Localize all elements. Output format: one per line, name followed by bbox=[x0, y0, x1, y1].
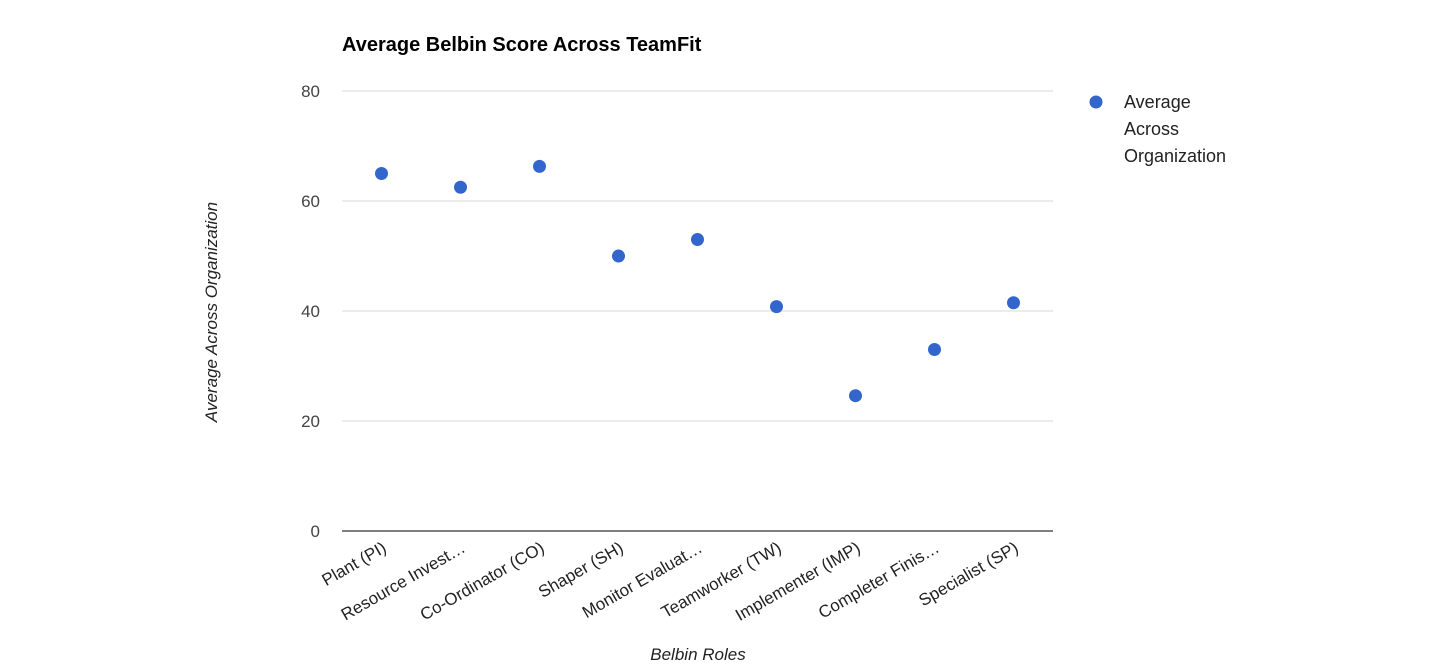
legend: Average Across Organization bbox=[1089, 92, 1226, 166]
chart-title: Average Belbin Score Across TeamFit bbox=[342, 34, 702, 56]
x-tick-labels: Plant (PI)Resource Invest…Co-Ordinator (… bbox=[319, 538, 1022, 625]
y-tick-label: 0 bbox=[311, 522, 320, 541]
x-axis-title: Belbin Roles bbox=[650, 645, 746, 664]
data-point bbox=[928, 343, 941, 356]
y-tick-labels: 0 20 40 60 80 bbox=[301, 82, 320, 541]
y-tick-label: 60 bbox=[301, 192, 320, 211]
data-points bbox=[375, 159, 1020, 403]
data-point bbox=[533, 159, 546, 173]
data-point bbox=[454, 180, 467, 194]
legend-label: Average bbox=[1124, 92, 1191, 112]
data-point bbox=[770, 300, 783, 314]
data-point bbox=[691, 233, 704, 246]
y-tick-label: 80 bbox=[301, 82, 320, 101]
data-point bbox=[1007, 296, 1020, 310]
data-point bbox=[849, 389, 862, 403]
x-tick-label: Plant (PI) bbox=[319, 538, 390, 590]
data-point bbox=[375, 167, 388, 180]
y-axis-title: Average Across Organization bbox=[202, 202, 221, 423]
legend-label: Organization bbox=[1124, 146, 1226, 166]
gridlines bbox=[342, 90, 1053, 422]
legend-label: Across bbox=[1124, 119, 1179, 139]
y-tick-label: 20 bbox=[301, 412, 320, 431]
data-point bbox=[612, 249, 625, 263]
y-tick-label: 40 bbox=[301, 302, 320, 321]
legend-marker bbox=[1089, 95, 1103, 109]
